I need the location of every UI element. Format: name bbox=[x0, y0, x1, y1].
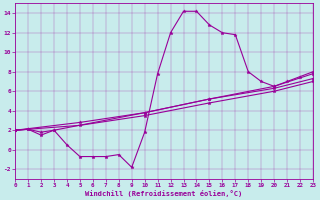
X-axis label: Windchill (Refroidissement éolien,°C): Windchill (Refroidissement éolien,°C) bbox=[85, 190, 243, 197]
